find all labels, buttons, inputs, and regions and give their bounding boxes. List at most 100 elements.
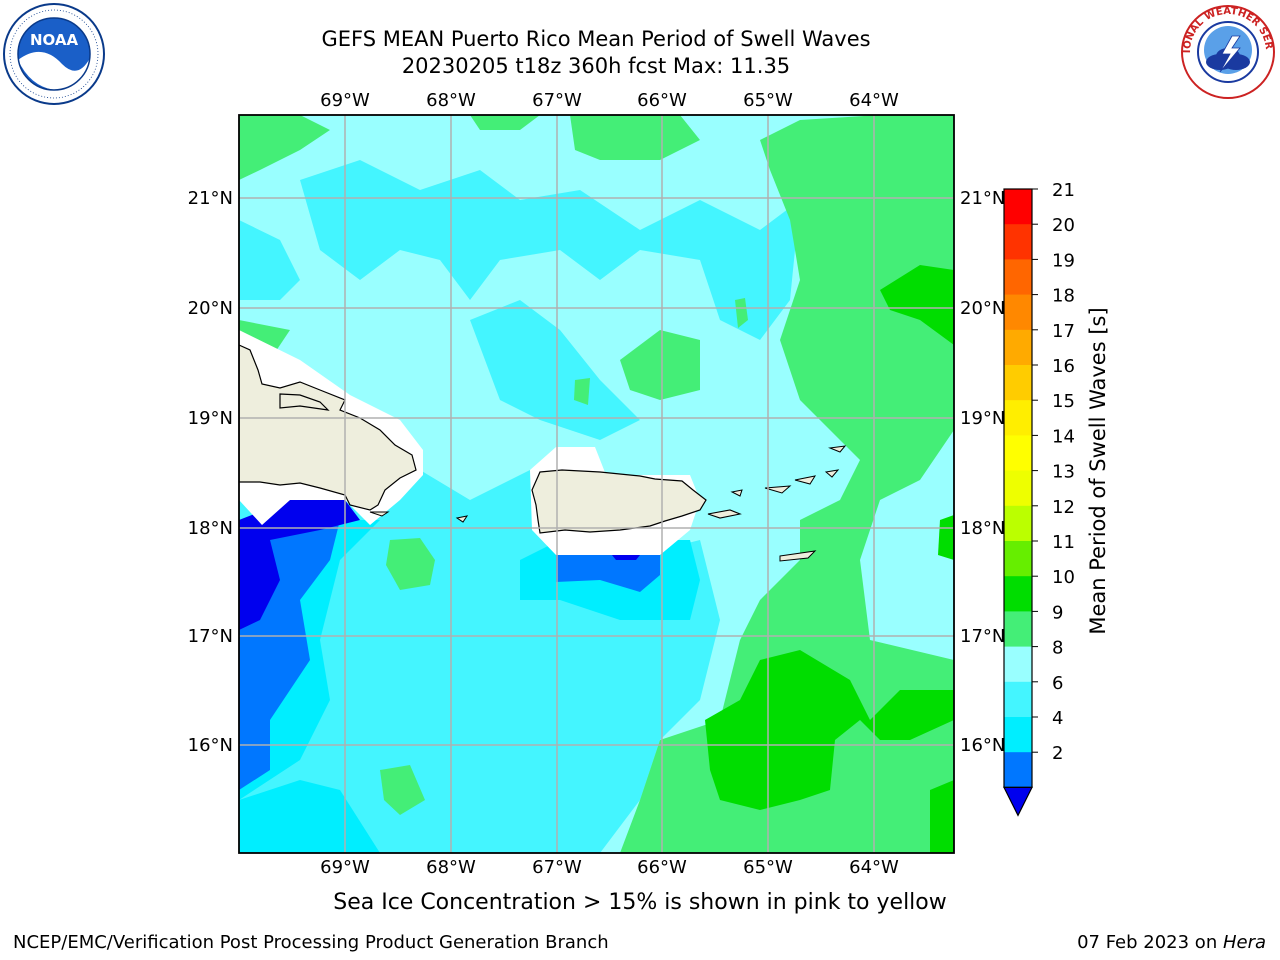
colorbar-label: Mean Period of Swell Waves [s] [1086,307,1110,634]
noaa-logo-text: NOAA [30,31,79,49]
light-green-south [386,538,435,590]
footer-left: NCEP/EMC/Verification Post Processing Pr… [13,932,609,953]
colorbar-tick-label: 6 [1052,673,1063,694]
virgin-islands-1 [764,485,792,494]
light-cyan-west [239,220,300,300]
lat-label-left: 19°N [188,408,233,429]
colorbar-segment [1004,189,1032,225]
colorbar-tick-label: 18 [1052,286,1075,307]
lat-label-left: 16°N [188,735,233,756]
colorbar-segment [1004,576,1032,612]
light-green-north [470,115,540,130]
colorbar-segment [1004,365,1032,401]
deep-blue-region [239,500,360,630]
light-green-east-pr [620,330,700,400]
colorbar-segment [1004,294,1032,331]
culebra-island [730,489,743,497]
mona-island [455,515,469,523]
colorbar-segment [1004,400,1032,436]
lon-label-bottom: 69°W [320,857,370,878]
lat-label-right: 18°N [960,518,1005,539]
light-green-islet-1 [735,298,748,328]
graticule [239,115,954,853]
lat-labels-right: 21°N 20°N 19°N 18°N 17°N 16°N [960,188,1005,756]
light-cyan-north [300,160,800,340]
hispaniola-land [239,344,417,511]
colorbar-segment [1004,505,1032,542]
lat-label-left: 20°N [188,298,233,319]
colorbar-tick-label: 9 [1052,602,1063,623]
saona-island [369,511,390,517]
virgin-islands-2 [794,475,817,485]
colorbar-tick-label: 2 [1052,743,1063,764]
title-line-1: GEFS MEAN Puerto Rico Mean Period of Swe… [321,27,871,51]
light-green-northwest [239,115,330,180]
lat-label-right: 17°N [960,626,1005,647]
colorbar-tick-label: 21 [1052,180,1075,201]
map-title: GEFS MEAN Puerto Rico Mean Period of Swe… [296,26,896,80]
colorbar-tick-label: 8 [1052,638,1063,659]
colorbar-segment [1004,435,1032,472]
green-east-islet [938,515,954,560]
colorbar-tick-label: 19 [1052,250,1075,271]
colorbar-tick-label: 15 [1052,391,1075,412]
colorbar-segment [1004,541,1032,577]
lat-label-right: 19°N [960,408,1005,429]
colorbar-tick-label: 4 [1052,708,1063,729]
colorbar-segment [1004,259,1032,296]
colorbar-segment [1004,611,1032,648]
colorbar-segment [1004,752,1032,788]
lon-label-top: 66°W [637,90,687,111]
footer-host: Hera [1222,932,1266,953]
footer-date: 07 Feb 2023 on [1077,932,1223,953]
colorbar-segment [1004,224,1032,260]
lon-label-top: 69°W [320,90,370,111]
lon-label-top: 65°W [743,90,793,111]
colorbar-segment [1004,470,1032,507]
light-green-north-center [570,115,700,160]
deep-blue-spot [612,555,640,560]
colorbar-tick-label: 12 [1052,497,1075,518]
lon-label-top: 64°W [849,90,899,111]
colorbar-segment [1004,717,1032,753]
lat-label-left: 21°N [188,188,233,209]
lon-label-bottom: 68°W [426,857,476,878]
sea-ice-caption: Sea Ice Concentration > 15% is shown in … [333,890,947,915]
lon-label-top: 68°W [426,90,476,111]
colorbar-tick-label: 20 [1052,215,1075,236]
map-frame [238,114,955,854]
colorbar-segment [1004,681,1032,718]
colorbar-tick-label: 14 [1052,426,1075,447]
colorbar-tick-label: 11 [1052,532,1075,553]
colorbar-extend-arrow [1003,786,1033,817]
nws-logo: NATIONAL WEATHER SERVICE [1176,0,1275,99]
colorbar-tick-label: 17 [1052,321,1075,342]
lon-label-bottom: 64°W [849,857,899,878]
blue-south-pr [556,555,660,592]
footer-right: 07 Feb 2023 on Hera [1077,932,1266,953]
lon-label-top: 67°W [532,90,582,111]
lat-label-right: 21°N [960,188,1005,209]
lon-labels-bottom: 69°W 68°W 67°W 66°W 65°W 64°W [320,857,899,878]
hispaniola-samana [279,393,330,411]
colorbar-segment [1004,329,1032,366]
noaa-logo: NOAA [3,3,105,105]
colorbar-tick-label: 10 [1052,567,1075,588]
vieques-island [707,509,742,519]
green-far-southeast [930,780,954,853]
lat-label-left: 18°N [188,518,233,539]
green-northeast [880,265,954,345]
lon-labels-top: 69°W 68°W 67°W 66°W 65°W 64°W [320,90,899,111]
colorbar-tick-label: 13 [1052,462,1075,483]
contour-field [239,115,954,853]
light-green-center-islet [574,378,590,405]
light-cyan-center [470,300,640,440]
lat-label-right: 16°N [960,735,1005,756]
anegada-island [828,445,847,453]
colorbar-tick-label: 16 [1052,356,1075,377]
lat-label-left: 17°N [188,626,233,647]
lon-label-bottom: 67°W [532,857,582,878]
st-croix-island [779,550,817,562]
title-line-2: 20230205 t18z 360h fcst Max: 11.35 [401,54,791,78]
